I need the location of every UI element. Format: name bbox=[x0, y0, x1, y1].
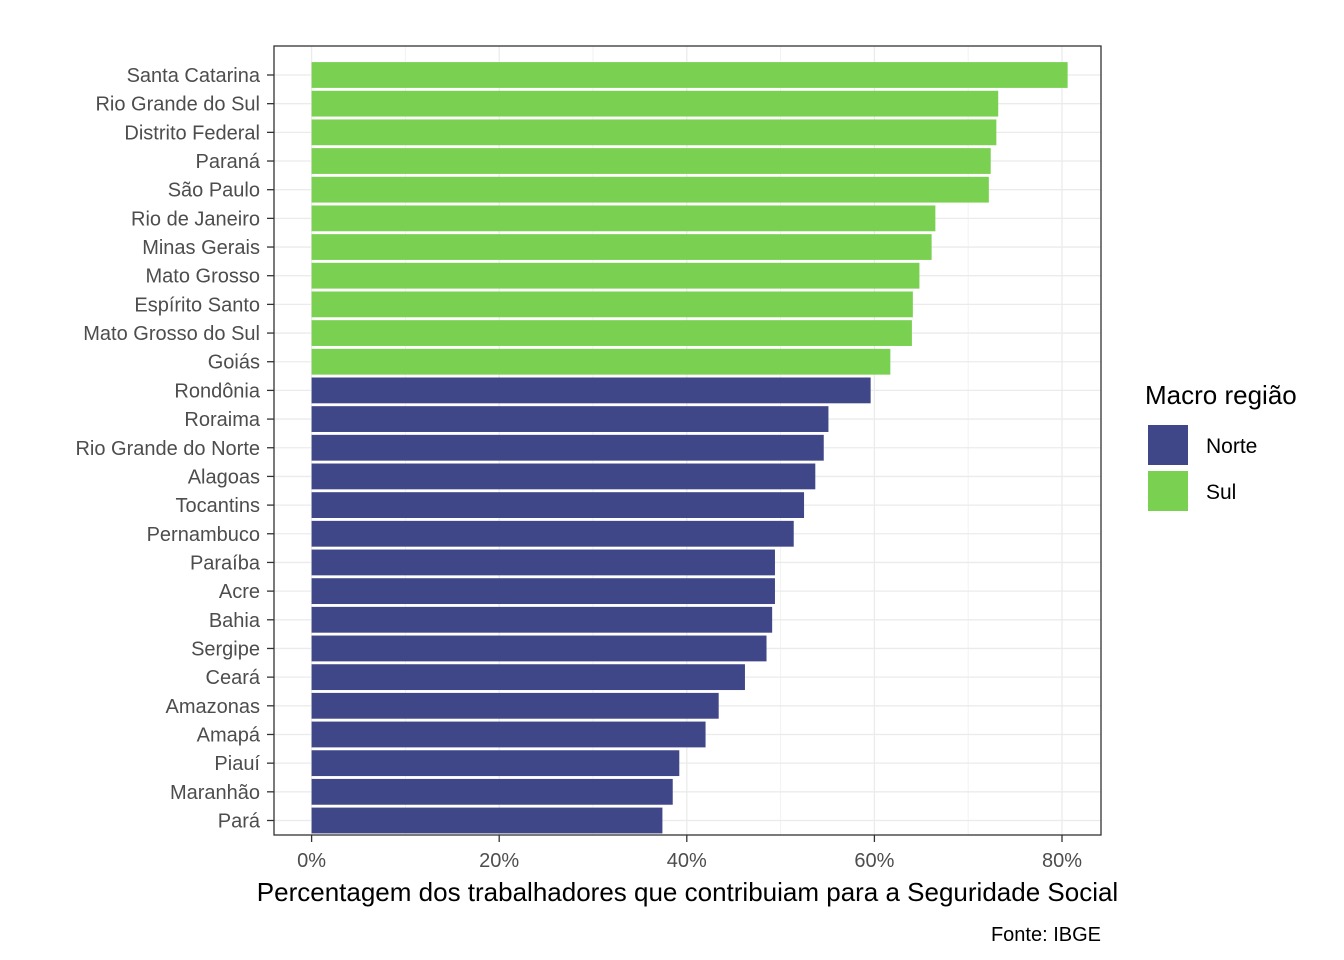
bar-distrito-federal bbox=[311, 119, 997, 146]
x-axis-title: Percentagem dos trabalhadores que contri… bbox=[257, 877, 1118, 907]
y-tick-label: Paraná bbox=[196, 151, 261, 173]
bar-paraiba bbox=[311, 549, 775, 576]
bar-minas-gerais bbox=[311, 234, 932, 260]
bar-amapa bbox=[311, 721, 706, 748]
bar-pernambuco bbox=[311, 520, 794, 547]
bar-mato-grosso bbox=[311, 262, 920, 289]
y-tick-label: Espírito Santo bbox=[134, 294, 260, 316]
bar-santa-catarina bbox=[311, 62, 1068, 88]
legend-label-sul: Sul bbox=[1206, 481, 1236, 504]
y-tick-label: Alagoas bbox=[188, 466, 260, 488]
y-tick-label: Paraíba bbox=[190, 552, 261, 574]
bar-mato-grosso-do-sul bbox=[311, 320, 912, 346]
x-tick-label: 20% bbox=[479, 850, 519, 872]
y-tick-label: Amazonas bbox=[166, 696, 261, 718]
bar-rio-grande-do-norte bbox=[311, 434, 824, 461]
y-tick-label: Minas Gerais bbox=[142, 237, 260, 259]
bar-goias bbox=[311, 348, 891, 375]
x-tick-label: 80% bbox=[1042, 850, 1082, 872]
x-tick-label: 0% bbox=[297, 850, 326, 872]
legend-title: Macro região bbox=[1145, 380, 1297, 410]
bar-amazonas bbox=[311, 692, 719, 719]
y-tick-label: São Paulo bbox=[168, 180, 260, 202]
bar-roraima bbox=[311, 406, 829, 432]
bar-sao-paulo bbox=[311, 176, 989, 203]
y-tick-label: Rio de Janeiro bbox=[131, 208, 260, 230]
y-tick-label: Maranhão bbox=[170, 782, 260, 804]
y-tick-label: Bahia bbox=[209, 610, 261, 632]
bar-bahia bbox=[311, 606, 773, 633]
y-tick-label: Goiás bbox=[208, 352, 260, 374]
x-tick-label: 60% bbox=[854, 850, 894, 872]
y-tick-label: Roraima bbox=[184, 409, 260, 431]
x-tick-label: 40% bbox=[667, 850, 707, 872]
y-tick-label: Rio Grande do Norte bbox=[75, 438, 260, 460]
legend: Macro região Norte Sul bbox=[1145, 380, 1297, 511]
legend-label-norte: Norte bbox=[1206, 435, 1257, 458]
y-tick-label: Acre bbox=[219, 581, 260, 603]
bar-sergipe bbox=[311, 635, 767, 662]
x-axis: 0% 20% 40% 60% 80% bbox=[297, 835, 1082, 872]
y-tick-label: Amapá bbox=[197, 724, 261, 746]
plot-border bbox=[273, 45, 1102, 836]
y-tick-label: Rondônia bbox=[174, 380, 261, 402]
legend-key-sul bbox=[1148, 471, 1188, 511]
bar-espirito-santo bbox=[311, 291, 913, 318]
bar-maranhao bbox=[311, 778, 673, 805]
bar-rio-de-janeiro bbox=[311, 205, 936, 232]
y-tick-label: Pernambuco bbox=[147, 524, 260, 546]
y-tick-label: Pará bbox=[218, 811, 261, 833]
bar-alagoas bbox=[311, 463, 816, 490]
bar-acre bbox=[311, 578, 775, 605]
y-tick-label: Mato Grosso do Sul bbox=[83, 323, 260, 345]
y-tick-label: Mato Grosso bbox=[146, 266, 260, 288]
y-tick-label: Sergipe bbox=[191, 638, 260, 660]
caption: Fonte: IBGE bbox=[991, 924, 1101, 946]
bar-ceara bbox=[311, 664, 745, 691]
y-tick-label: Ceará bbox=[206, 667, 261, 689]
y-tick-label: Distrito Federal bbox=[124, 122, 260, 144]
bar-tocantins bbox=[311, 492, 805, 518]
y-tick-label: Piauí bbox=[214, 753, 260, 775]
bar-rio-grande-do-sul bbox=[311, 90, 999, 117]
bars-group bbox=[311, 62, 1068, 834]
y-tick-label: Rio Grande do Sul bbox=[95, 94, 260, 116]
bar-piaui bbox=[311, 750, 680, 777]
bar-rondonia bbox=[311, 377, 871, 404]
y-tick-label: Tocantins bbox=[176, 495, 261, 517]
legend-key-norte bbox=[1148, 425, 1188, 465]
y-tick-label: Santa Catarina bbox=[127, 65, 261, 87]
bar-para bbox=[311, 807, 663, 834]
y-axis: Santa Catarina Rio Grande do Sul Distrito … bbox=[75, 65, 274, 833]
bar-parana bbox=[311, 148, 991, 174]
